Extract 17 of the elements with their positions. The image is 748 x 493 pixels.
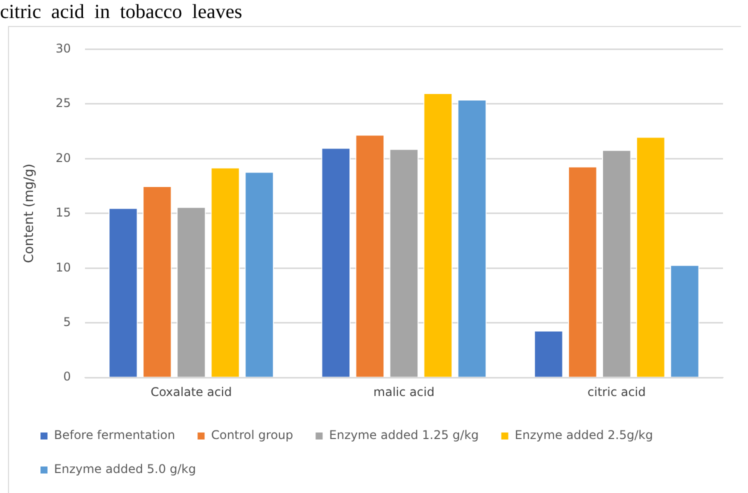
- y-tick-label: 0: [63, 370, 71, 384]
- legend-label: Enzyme added 5.0 g/kg: [54, 462, 196, 476]
- y-tick-label: 5: [63, 314, 71, 329]
- x-tick-label: malic acid: [373, 384, 434, 399]
- y-tick-label: 30: [56, 41, 71, 56]
- x-tick-label: citric acid: [588, 384, 646, 399]
- x-tick-label: Coxalate acid: [150, 384, 232, 399]
- y-axis-title: Content (mg/g): [22, 164, 38, 264]
- y-tick-label: 25: [56, 96, 71, 110]
- legend-label: Control group: [211, 428, 294, 442]
- text: citric acid in tobacco leaves: [0, 0, 242, 24]
- legend-label: Enzyme added 2.5g/kg: [514, 428, 653, 442]
- legend-label: Before fermentation: [54, 428, 176, 442]
- y-tick-label: 10: [56, 260, 71, 274]
- legend-label: Enzyme added 1.25 g/kg: [329, 428, 479, 442]
- y-tick-label: 20: [56, 150, 71, 165]
- y-tick-label: 15: [56, 206, 71, 220]
